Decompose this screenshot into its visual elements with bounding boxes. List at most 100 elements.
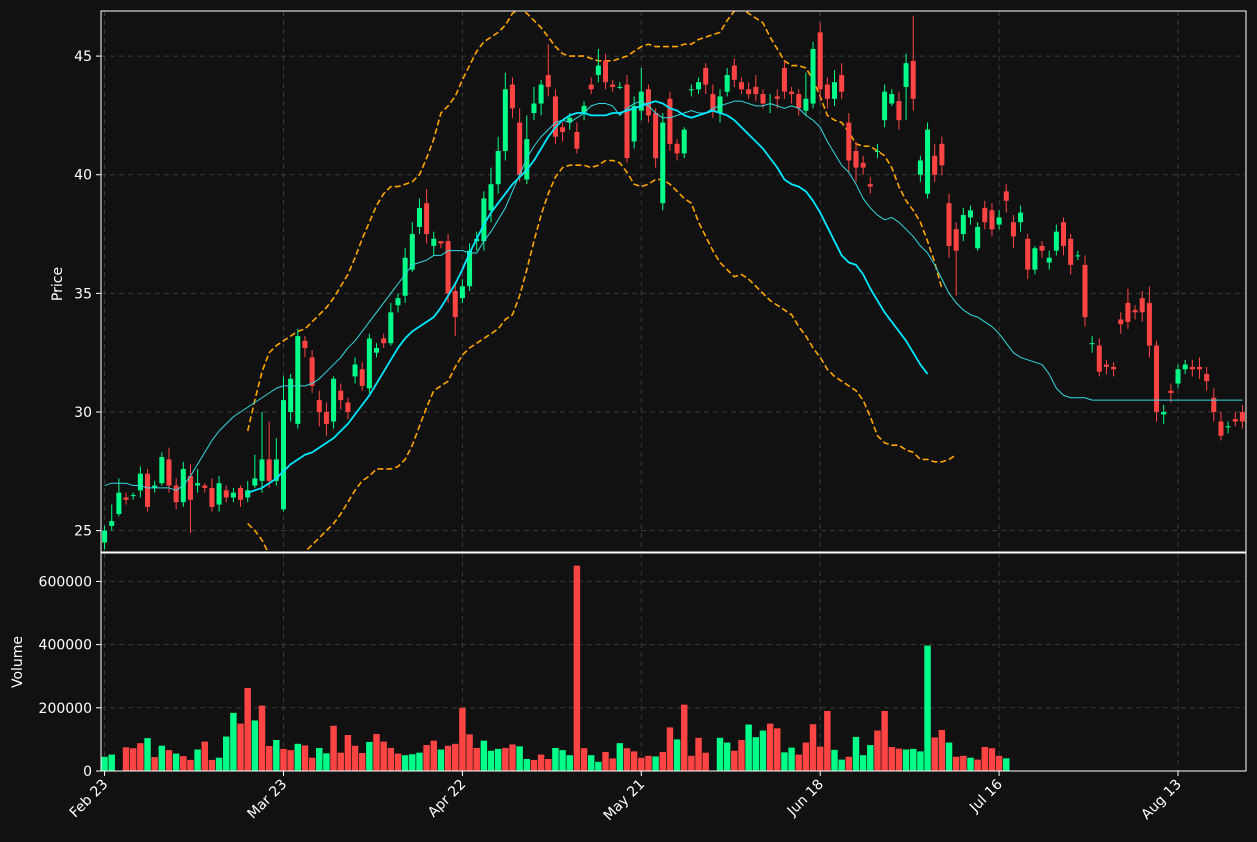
volume-bar	[874, 730, 881, 771]
volume-bar	[358, 752, 366, 771]
candle-body	[230, 492, 236, 498]
volume-bar	[924, 645, 931, 771]
price-tick-label: 35	[74, 286, 92, 302]
volume-bar	[208, 759, 216, 771]
candle-body	[295, 336, 301, 424]
price-tick-label: 45	[74, 49, 92, 65]
candle-body	[309, 357, 315, 386]
volume-tick-label: 600000	[39, 574, 92, 590]
candle-body	[431, 238, 437, 246]
candle-body	[796, 94, 802, 109]
volume-bar	[108, 754, 115, 771]
candle-body	[538, 84, 544, 104]
volume-bar	[416, 752, 423, 771]
candle-body	[617, 86, 623, 88]
volume-bar	[194, 749, 201, 771]
candle-body	[817, 32, 823, 90]
candle-body	[187, 476, 193, 500]
price-panel-frame	[100, 10, 1247, 553]
volume-bar	[659, 752, 666, 771]
volume-bar	[945, 742, 953, 771]
candle-body	[173, 485, 179, 503]
volume-bar	[409, 754, 416, 771]
candle-body	[989, 210, 995, 230]
candle-body	[667, 98, 673, 144]
volume-bar	[938, 729, 946, 771]
volume-bar	[387, 747, 395, 771]
volume-bar	[723, 742, 731, 771]
volume-bar	[344, 734, 352, 771]
candle-body	[509, 84, 515, 109]
candle-body	[832, 82, 838, 99]
candle-body	[331, 378, 337, 422]
volume-bar	[745, 724, 752, 771]
candle-body	[674, 143, 680, 154]
volume-bar	[673, 739, 681, 771]
candlestick-series	[102, 15, 1245, 550]
candle-body	[874, 150, 880, 152]
candle-body	[760, 94, 766, 104]
candle-body	[1211, 397, 1217, 413]
volume-bar	[859, 755, 867, 771]
volume-bar	[144, 738, 151, 771]
candle-body	[810, 48, 816, 104]
volume-bar	[187, 759, 194, 771]
candle-body	[1218, 421, 1224, 436]
candle-body	[1154, 345, 1160, 413]
volume-bar	[101, 756, 108, 771]
candle-body	[982, 207, 988, 223]
volume-bar	[845, 756, 853, 771]
volume-bar	[480, 740, 488, 771]
volume-bar	[394, 753, 402, 771]
candle-body	[388, 312, 394, 344]
volume-bar	[952, 756, 960, 771]
candle-body	[889, 94, 895, 104]
volume-bar	[967, 757, 974, 771]
volume-bar	[523, 758, 531, 771]
volume-bar	[580, 748, 588, 771]
volume-bar	[638, 757, 645, 771]
volume-bar	[430, 740, 437, 771]
volume-bar	[795, 754, 802, 771]
candle-body	[166, 459, 172, 486]
candle-body	[896, 101, 902, 121]
candle-body	[710, 94, 716, 111]
volume-bar	[587, 755, 595, 771]
volume-bar	[137, 743, 144, 771]
candle-body	[660, 122, 666, 204]
candle-body	[1046, 257, 1052, 263]
candle-body	[302, 340, 308, 348]
volume-bar	[316, 747, 323, 771]
volume-bar	[330, 725, 337, 771]
candle-body	[467, 250, 473, 287]
candle-body	[560, 127, 566, 133]
candle-body	[445, 241, 451, 294]
candle-body	[932, 155, 938, 175]
volume-bar	[802, 742, 810, 771]
candle-body	[738, 82, 744, 90]
volume-bar	[230, 712, 237, 771]
candle-body	[252, 478, 258, 486]
candle-body	[416, 207, 422, 227]
candle-body	[688, 89, 694, 91]
candle-body	[102, 530, 108, 543]
candle-body	[717, 96, 723, 114]
candle-body	[1132, 309, 1138, 313]
volume-bar	[652, 756, 659, 771]
candle-body	[395, 298, 401, 306]
candle-body	[610, 84, 616, 87]
volume-bar	[824, 710, 831, 771]
upper-band-line	[246, 11, 943, 432]
candle-body	[481, 198, 487, 242]
candle-body	[846, 122, 852, 161]
candle-body	[860, 162, 866, 168]
candle-body	[1168, 390, 1174, 394]
candle-body	[273, 459, 279, 481]
volume-bar	[852, 736, 860, 771]
candle-body	[338, 390, 344, 401]
candle-body	[381, 338, 387, 344]
candle-body	[724, 75, 730, 92]
candle-body	[1003, 191, 1009, 201]
candle-body	[953, 229, 959, 251]
candle-body	[1239, 412, 1245, 422]
